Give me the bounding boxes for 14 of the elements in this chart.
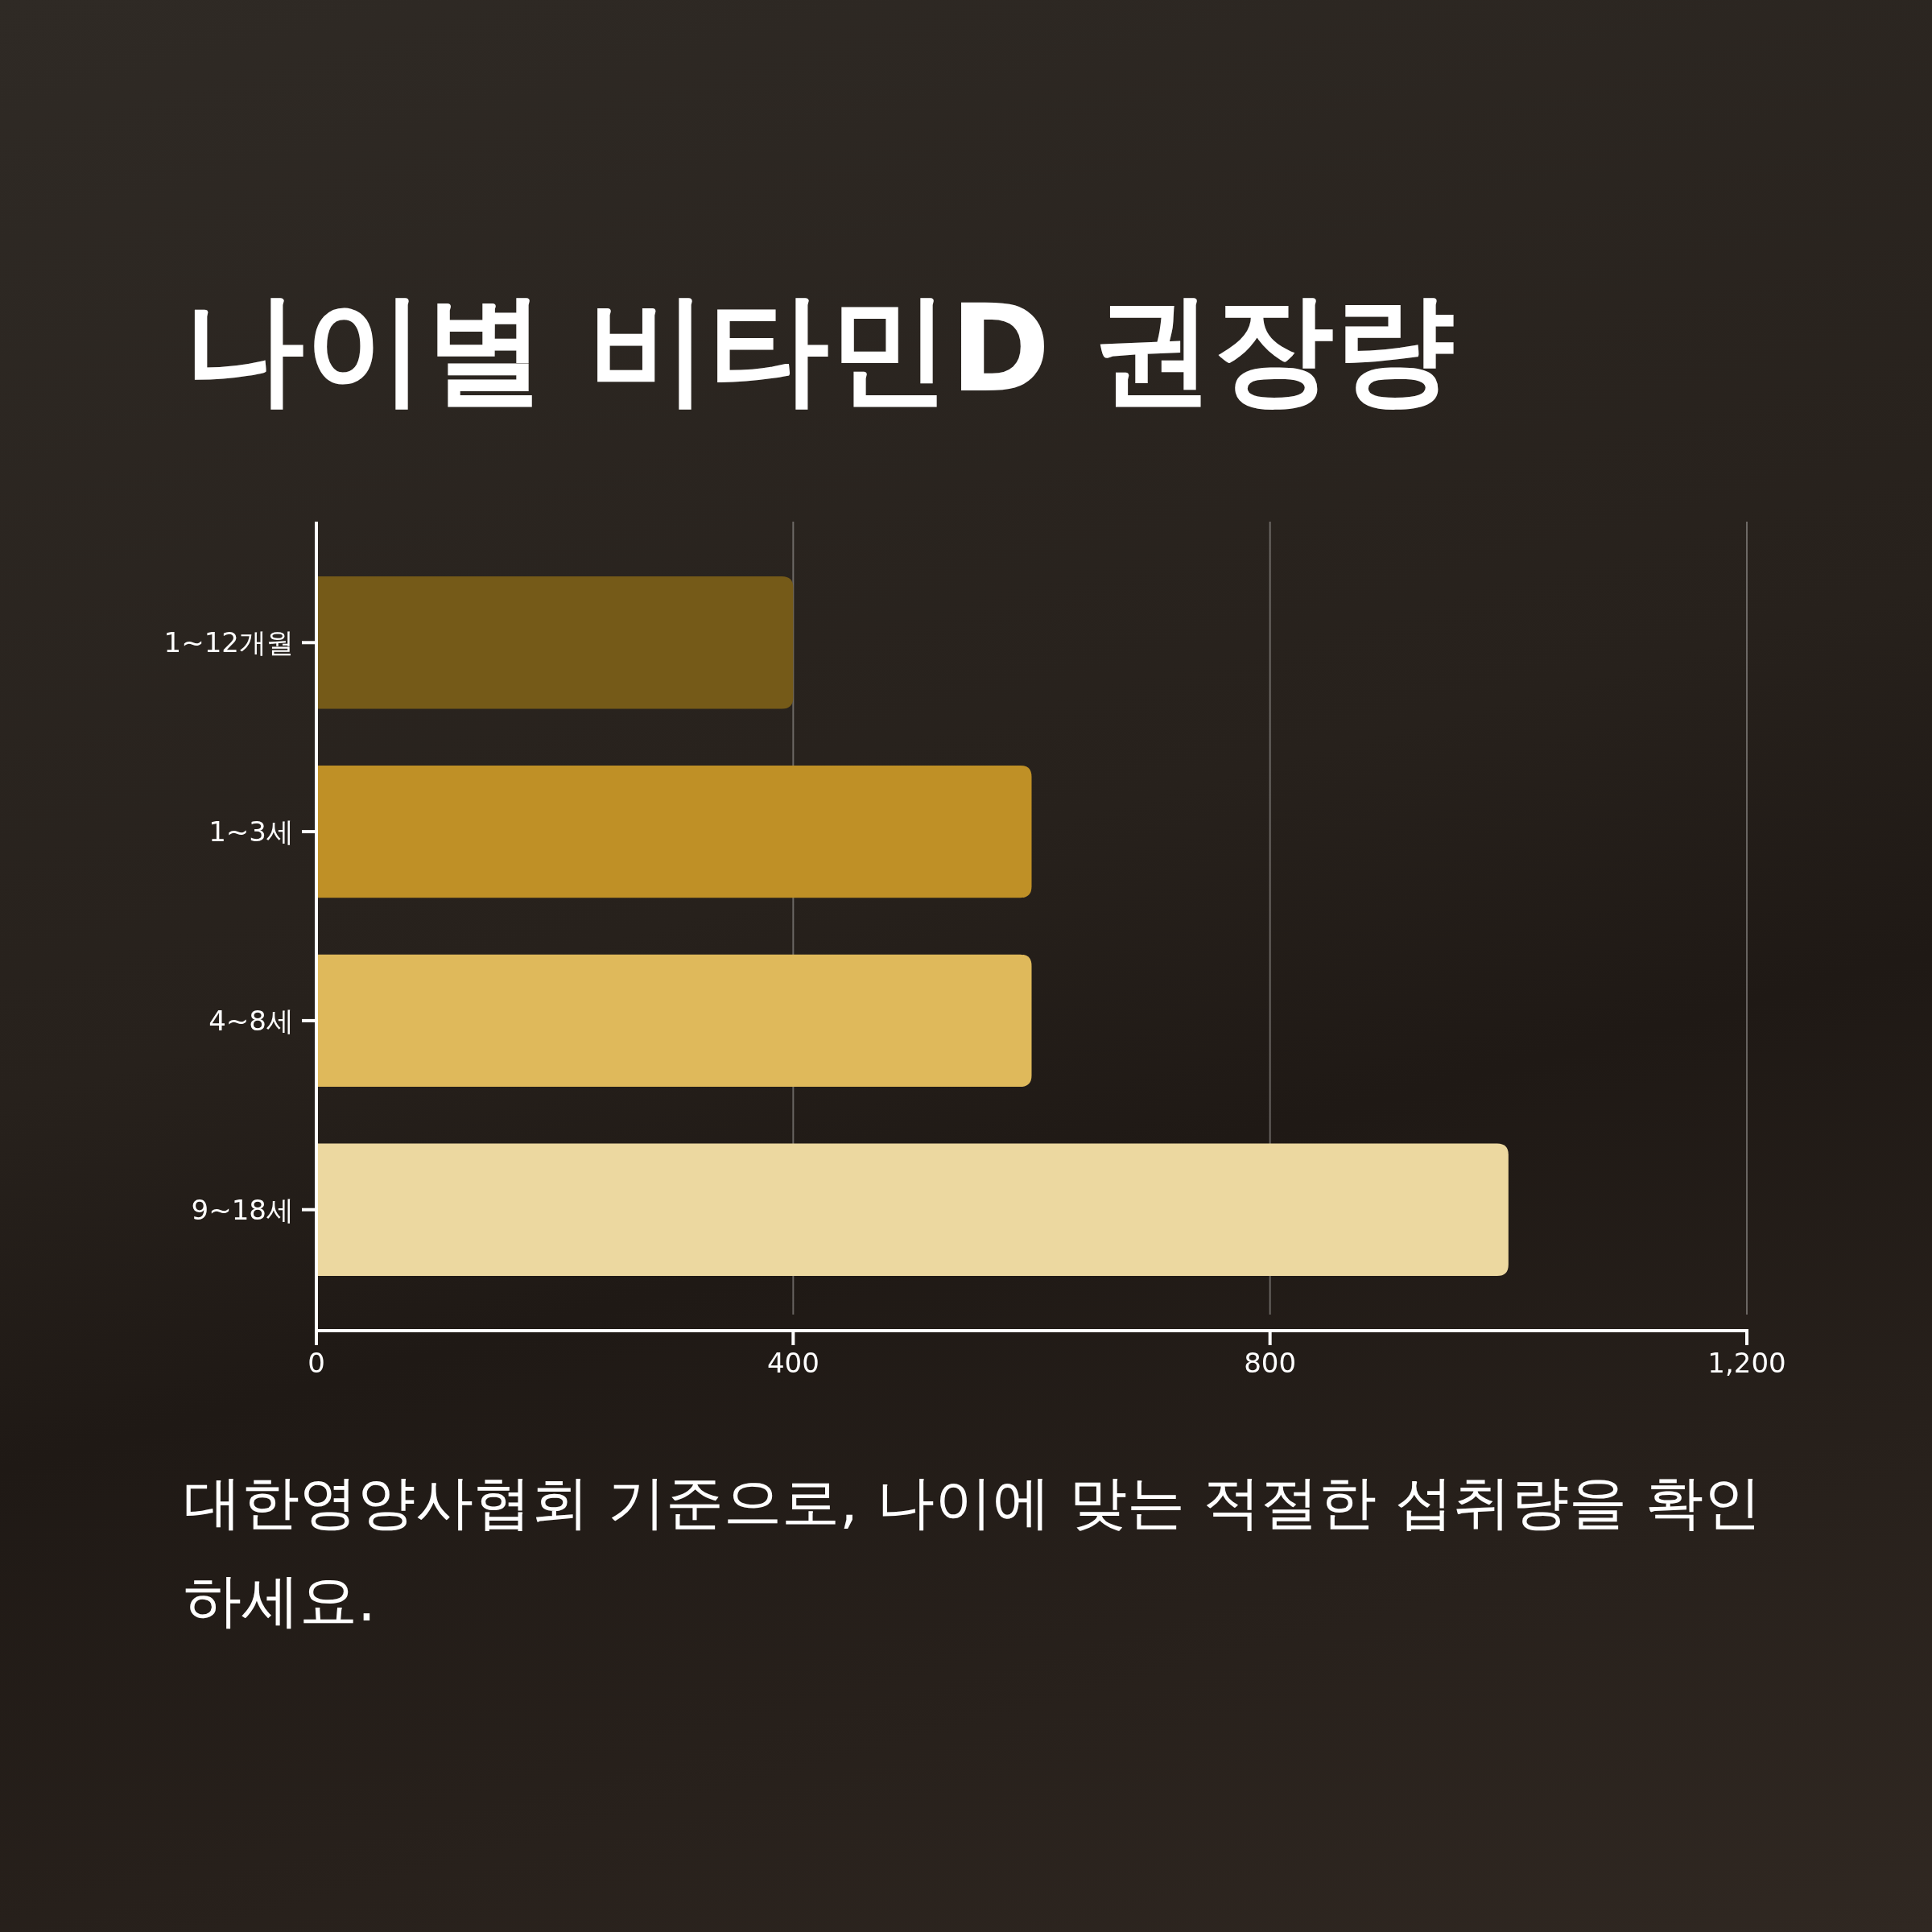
x-tick-label: 0 xyxy=(308,1347,325,1379)
text: 대한영양사협회 기준으로, 나이에 맞는 적절한 섭취량을 확인하세요. xyxy=(184,1468,1763,1636)
x-tick-label: 1,200 xyxy=(1707,1347,1786,1379)
x-tick-label: 400 xyxy=(766,1347,819,1379)
bar xyxy=(316,954,1032,1088)
bar xyxy=(316,576,794,709)
bar xyxy=(316,1143,1509,1276)
bar xyxy=(316,765,1032,898)
y-tick-label: 1~3세 xyxy=(208,815,294,848)
y-tick-label: 9~18세 xyxy=(191,1193,294,1226)
x-tick-label: 800 xyxy=(1244,1347,1297,1379)
y-tick-label: 4~8세 xyxy=(208,1004,294,1037)
chart-title: 나이별 비타민D 권장량 xyxy=(184,279,1455,419)
y-tick-label: 1~12개월 xyxy=(163,626,294,659)
